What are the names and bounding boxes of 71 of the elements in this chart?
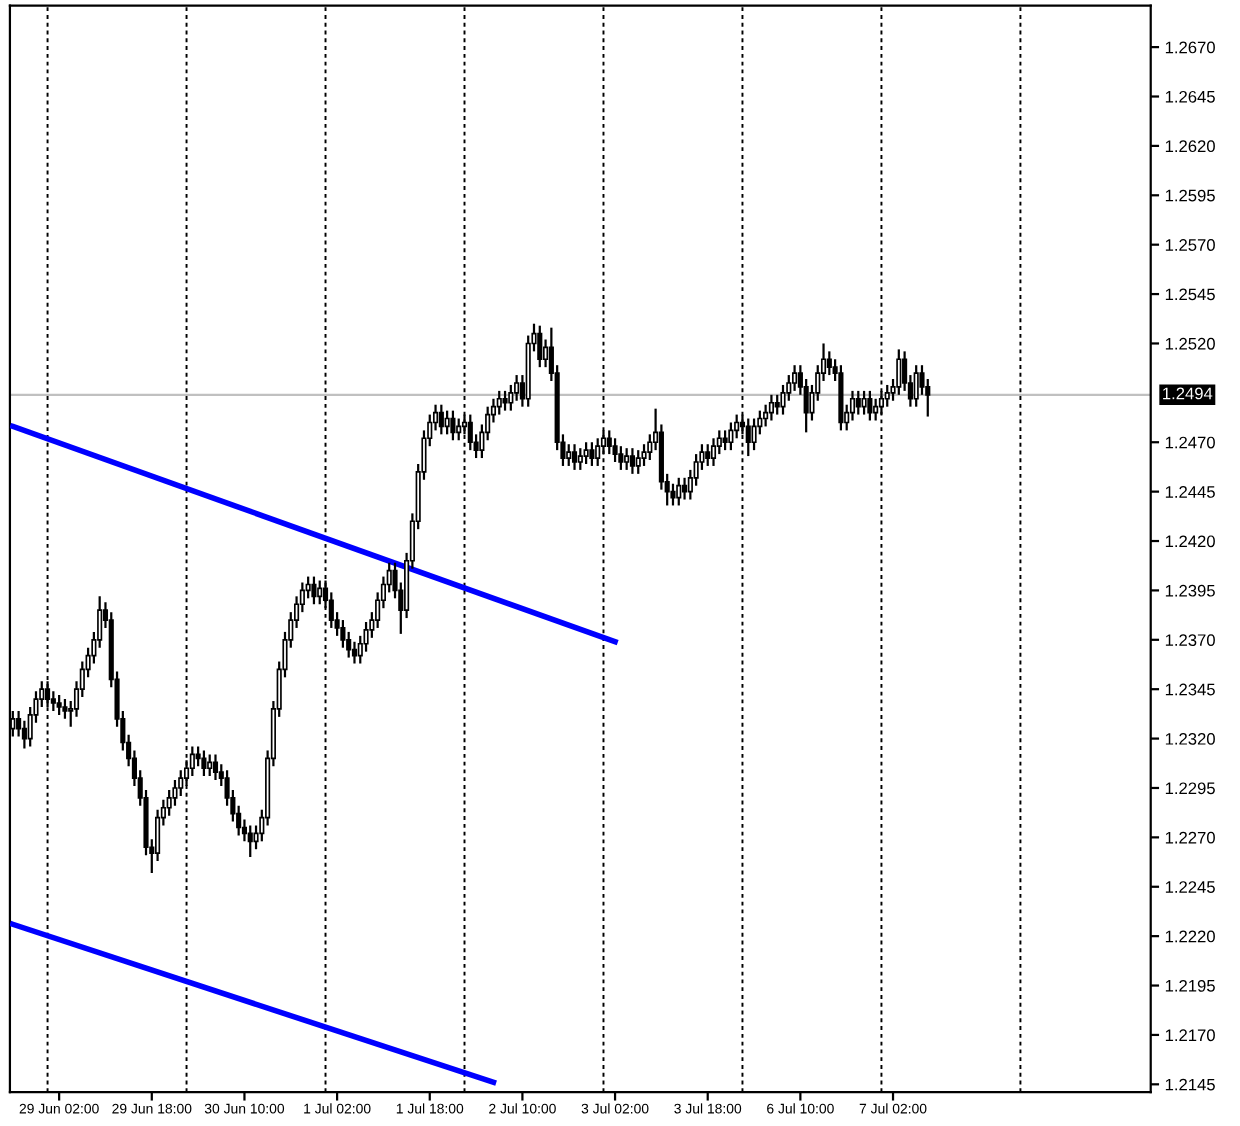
y-tick-label: 1.2245: [1165, 881, 1215, 893]
candlestick: [670, 482, 676, 507]
candlestick: [456, 417, 462, 442]
candlestick: [508, 383, 514, 412]
candlestick: [763, 403, 769, 428]
candlestick: [444, 409, 450, 436]
candlestick: [317, 579, 323, 606]
candlestick: [207, 753, 213, 778]
candlestick: [438, 403, 444, 436]
candlestick: [612, 437, 618, 464]
candlestick: [566, 443, 572, 468]
candlestick: [577, 447, 583, 472]
candlestick: [571, 443, 578, 472]
y-tick-label: 1.2195: [1165, 979, 1215, 992]
candlestick: [201, 749, 207, 778]
ref-line-label: 1.2494: [1163, 387, 1213, 400]
y-tick-label: 1.2570: [1165, 239, 1215, 251]
y-tick-label: 1.2345: [1165, 683, 1215, 696]
y-tick-label: 1.2295: [1165, 782, 1215, 795]
y-tick-label: 1.2420: [1165, 535, 1215, 548]
y-tick-label: 1.2270: [1165, 831, 1215, 844]
y-tick-label: 1.2545: [1165, 288, 1215, 301]
y-tick-label: 1.2520: [1165, 337, 1215, 350]
candlestick: [624, 447, 630, 472]
candlestick: [62, 697, 68, 720]
candlestick: [861, 389, 867, 416]
candlestick: [913, 364, 919, 408]
candlestick: [496, 389, 502, 416]
candlestick: [710, 437, 717, 468]
y-tick-label: 1.2370: [1165, 634, 1215, 647]
y-tick-label: 1.2670: [1165, 41, 1215, 54]
candlestick: [502, 389, 508, 412]
candlestick: [56, 694, 62, 716]
candlestick: [896, 348, 902, 396]
candlestick: [583, 441, 589, 466]
candlestick: [195, 745, 201, 768]
y-tick-label: 1.2145: [1165, 1078, 1215, 1091]
candlestick: [768, 393, 774, 422]
candlestick: [849, 389, 856, 422]
y-tick-label: 1.2395: [1165, 584, 1215, 597]
candlestick: [826, 350, 832, 377]
candlestick: [247, 824, 253, 859]
candlestick: [618, 445, 624, 472]
y-tick-label: 1.2470: [1165, 436, 1215, 449]
candlestick: [212, 753, 219, 782]
candlestick: [774, 393, 780, 416]
candlestick: [589, 441, 595, 468]
candlestick: [780, 383, 786, 416]
y-tick-label: 1.2170: [1165, 1029, 1215, 1042]
candlestick: [537, 324, 543, 369]
candlestick: [635, 449, 641, 475]
candlestick: [311, 575, 317, 606]
y-tick-label: 1.2220: [1165, 930, 1215, 943]
candlestick: [606, 429, 612, 456]
candlestick: [676, 476, 682, 507]
candlestick: [884, 383, 890, 408]
candlestick: [629, 447, 636, 475]
candlestick: [728, 421, 734, 452]
y-tick-label: 1.2320: [1165, 732, 1215, 745]
y-tick-label: 1.2645: [1165, 90, 1215, 103]
candlestick: [351, 640, 358, 665]
candlestick: [450, 409, 456, 442]
candlestick: [705, 443, 711, 468]
candlestick: [867, 389, 873, 422]
candlestick: [722, 429, 728, 452]
candlestick: [681, 476, 688, 501]
candlestick: [751, 417, 757, 452]
y-tick-label: 1.2595: [1165, 189, 1215, 202]
candlestick: [855, 389, 861, 416]
y-tick-label: 1.2620: [1165, 140, 1215, 153]
y-tick-label: 1.2445: [1165, 486, 1215, 498]
